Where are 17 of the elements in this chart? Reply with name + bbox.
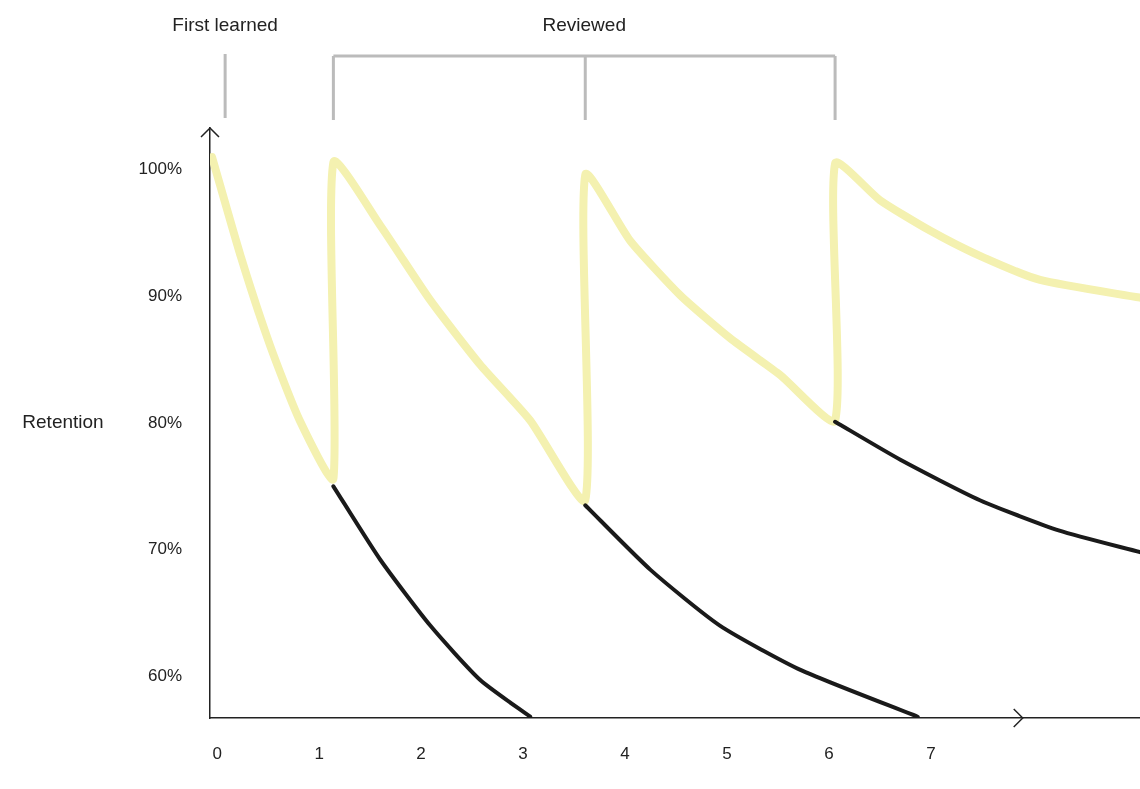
- y-tick-label: 90%: [147, 286, 182, 306]
- text: First learned: [172, 14, 278, 36]
- y-tick-label: 60%: [147, 665, 182, 685]
- line-series: [833, 419, 1140, 555]
- x-tick-label: 0: [212, 743, 222, 763]
- y-tick-label: 80%: [147, 412, 182, 432]
- x-tick-label: 2: [416, 743, 426, 763]
- y-tick-label: 70%: [147, 539, 182, 559]
- x-tick-label: 3: [518, 743, 528, 763]
- y-tick-label: 100%: [138, 159, 182, 179]
- x-tick-label: 1: [314, 743, 324, 763]
- x-tick-label: 6: [824, 743, 834, 763]
- x-tick-label: 5: [722, 743, 732, 763]
- x-tick-label: 4: [620, 743, 630, 763]
- x-tick-label: 7: [926, 743, 936, 763]
- text: Reviewed: [542, 14, 626, 36]
- y-axis-title: Retention: [22, 411, 104, 433]
